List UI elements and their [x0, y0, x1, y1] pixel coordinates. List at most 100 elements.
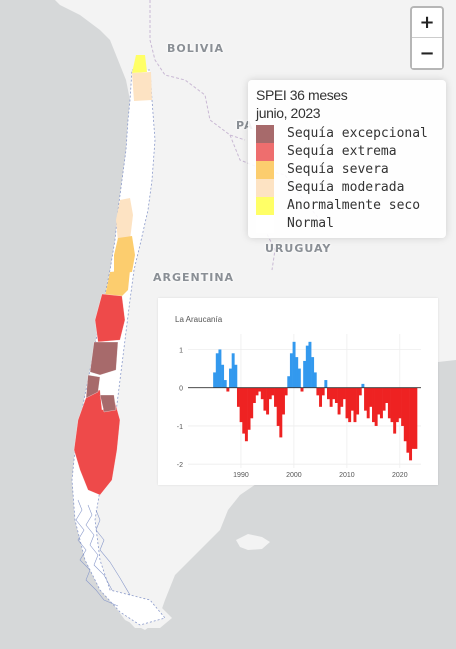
x-tick-label: 1990	[233, 472, 249, 479]
spei-bar	[311, 357, 315, 388]
spei-bar	[255, 387, 259, 396]
country-label-uruguay: URUGUAY	[265, 242, 332, 255]
spei-bar	[305, 345, 309, 388]
spei-bar	[350, 387, 354, 411]
spei-bar	[316, 387, 320, 396]
spei-bar	[411, 387, 415, 449]
legend-swatch	[256, 125, 274, 143]
legend-swatch	[256, 215, 274, 233]
legend-label: Sequía excepcional	[287, 126, 428, 141]
legend-swatch	[256, 161, 274, 179]
region-sequia-excepcional	[99, 394, 117, 413]
spei-bar	[364, 387, 368, 411]
y-tick-label: -1	[177, 424, 183, 431]
spei-bar	[281, 387, 285, 415]
y-tick-label: 1	[179, 347, 183, 354]
region-sequia-excepcional	[89, 341, 119, 376]
zoom-control: + −	[410, 6, 444, 70]
spei-bar	[313, 372, 317, 388]
x-tick-label: 2020	[392, 472, 408, 479]
spei-bar	[414, 387, 418, 449]
spei-bar	[263, 387, 267, 411]
legend-swatch	[256, 179, 274, 197]
spei-bar	[334, 387, 338, 403]
spei-bar	[372, 387, 375, 423]
spei-bar	[279, 387, 283, 438]
spei-bar	[226, 387, 230, 392]
zoom-out-button[interactable]: −	[412, 38, 442, 68]
spei-bar	[308, 341, 312, 388]
legend-label: Normal	[287, 216, 334, 231]
spei-bar	[369, 387, 373, 407]
country-label-bolivia: BOLIVIA	[167, 42, 224, 55]
spei-bar	[353, 387, 357, 423]
spei-bar	[401, 387, 405, 426]
legend-title-line1: SPEI 36 meses	[256, 87, 348, 103]
spei-bar	[379, 387, 383, 419]
spei-bar	[300, 387, 304, 392]
region-sequia-extrema	[73, 389, 121, 496]
spei-bar	[276, 387, 280, 426]
spei-bar	[358, 387, 362, 396]
spei-bar	[229, 368, 232, 388]
spei-bar	[221, 364, 225, 388]
spei-bar	[223, 380, 227, 388]
spei-bar	[345, 387, 349, 419]
spei-bar	[406, 387, 410, 453]
spei-bar	[252, 387, 256, 403]
spei-bar	[284, 387, 288, 396]
country-border	[149, 0, 246, 141]
spei-bar	[292, 341, 296, 388]
spei-bar	[236, 387, 240, 407]
region-sequia-severa	[114, 236, 135, 274]
region-sequia-extrema	[94, 293, 126, 343]
spei-bar	[260, 387, 264, 400]
spei-bar	[303, 360, 307, 388]
spei-bar	[289, 353, 293, 388]
spei-bar	[297, 368, 301, 388]
legend-label: Sequía moderada	[287, 180, 405, 195]
legend-title: SPEI 36 meses junio, 2023	[256, 86, 348, 122]
spei-chart: 1 0 -1 -2 1990 2000 2010 2020	[177, 334, 421, 479]
zoom-in-button[interactable]: +	[412, 8, 442, 38]
region-anormalmente-seco	[132, 55, 147, 73]
spei-bar	[274, 387, 277, 407]
spei-bar	[361, 383, 365, 388]
spei-bar	[374, 387, 378, 426]
spei-bar	[382, 387, 386, 411]
spei-bar	[390, 387, 394, 423]
country-border	[229, 134, 321, 221]
legend-swatch	[256, 143, 274, 161]
spei-bar	[348, 387, 352, 423]
legend-label: Sequía severa	[287, 162, 389, 177]
spei-bar	[247, 387, 251, 430]
spei-bar	[332, 387, 336, 400]
spei-chart-popup: La Araucanía 1 0 -1 -2 1990 2000 2010 2020	[158, 298, 438, 485]
spei-bar	[393, 387, 397, 434]
spei-bar	[387, 387, 391, 419]
spei-bar	[342, 387, 346, 400]
spei-bar	[234, 364, 238, 388]
region-sequia-moderada	[116, 198, 133, 242]
chart-title: La Araucanía	[175, 315, 223, 324]
spei-bar	[395, 387, 399, 423]
spei-bar	[268, 387, 272, 400]
legend-label: Anormalmente seco	[287, 198, 421, 213]
spei-bar	[321, 387, 325, 396]
spei-bar	[239, 387, 243, 423]
spei-bar	[258, 387, 262, 392]
spei-bar	[295, 357, 299, 388]
spei-bar	[266, 387, 270, 415]
spei-bar	[218, 349, 222, 388]
region-sequia-excepcional	[85, 374, 101, 399]
spei-bar	[398, 387, 402, 419]
region-sequia-severa	[105, 270, 130, 298]
spei-bar	[356, 387, 360, 415]
legend-title-line2: junio, 2023	[256, 105, 321, 121]
spei-bar	[337, 387, 341, 415]
legend-label: Sequía extrema	[287, 144, 397, 159]
spei-bar	[385, 387, 389, 403]
spei-bar	[324, 380, 328, 388]
region-sequia-moderada	[132, 72, 152, 101]
land-mass	[236, 534, 270, 550]
